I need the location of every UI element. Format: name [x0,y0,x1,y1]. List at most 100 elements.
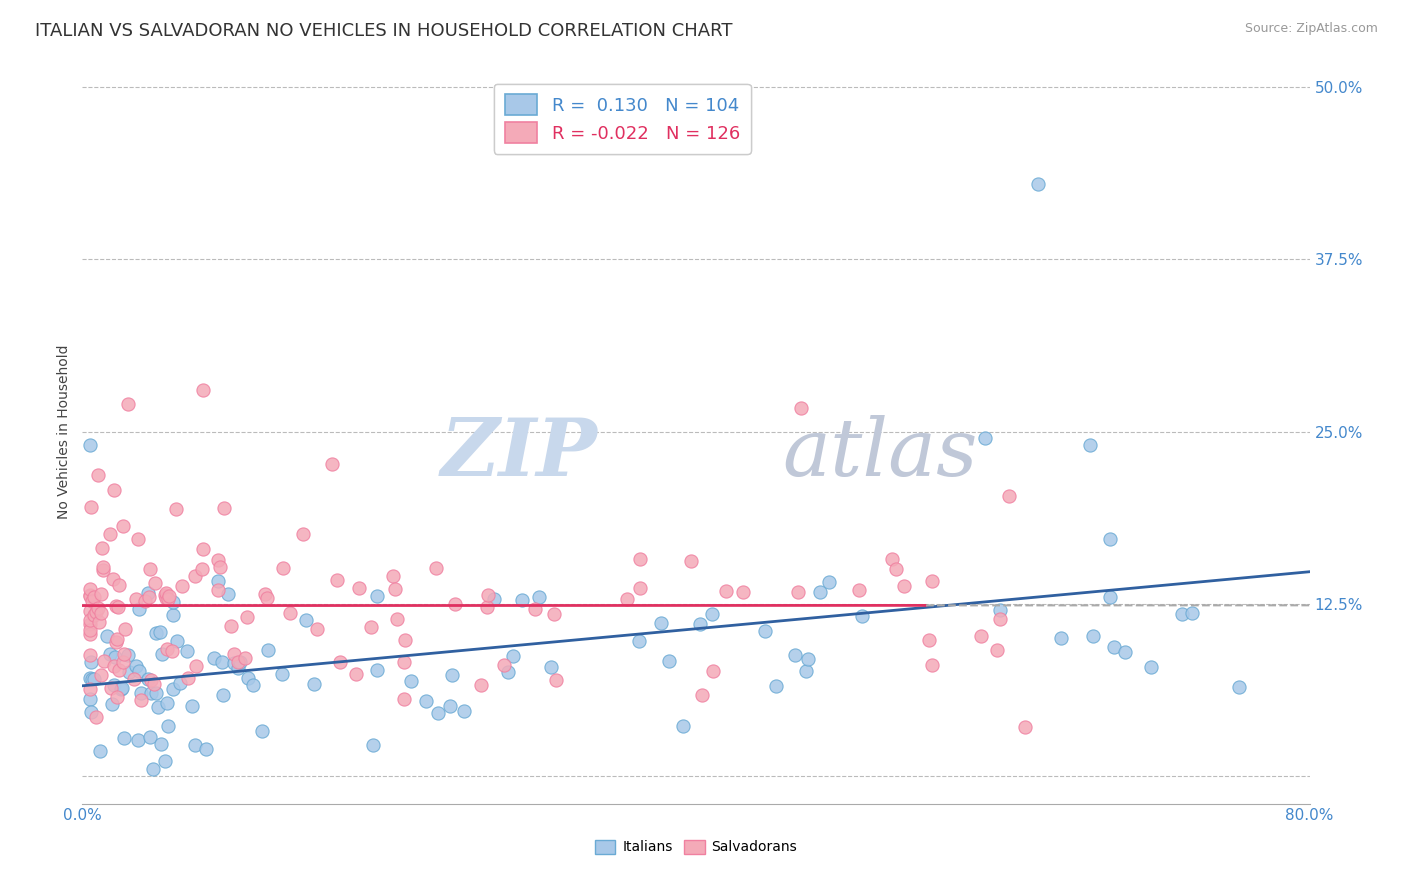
Point [165,502,187,516]
Point [628,551,651,566]
Point [211,655,233,669]
Point [292,526,315,541]
Point [162,608,184,623]
Point [90,668,112,682]
Point [90,606,112,620]
Point [112,519,135,533]
Point [80,672,103,686]
Point [415,694,437,708]
Point [150,647,173,661]
Point [149,624,172,639]
Point [349,581,371,595]
Point [136,672,159,686]
Point [136,586,159,600]
Point [87,468,110,483]
Point [142,762,165,776]
Point [124,673,146,687]
Point [79,681,101,696]
Point [851,609,873,624]
Point [794,664,817,678]
Point [921,574,943,588]
Point [153,589,176,603]
Point [444,597,467,611]
Point [129,686,152,700]
Point [125,591,148,606]
Text: Source: ZipAtlas.com: Source: ZipAtlas.com [1244,22,1378,36]
Point [325,573,347,587]
Point [366,589,388,603]
Point [145,626,167,640]
Point [79,616,101,631]
Point [79,587,101,601]
Point [79,671,101,685]
Point [1049,632,1071,646]
Point [172,579,194,593]
Point [79,623,101,637]
Point [1181,606,1204,620]
Point [79,648,101,662]
Legend: R =  0.130   N = 104, R = -0.022   N = 126: R = 0.130 N = 104, R = -0.022 N = 126 [494,84,751,154]
Point [129,693,152,707]
Point [271,561,294,575]
Point [1227,680,1250,694]
Point [689,617,711,632]
Point [986,643,1008,657]
Point [702,607,724,621]
Point [103,678,125,692]
Point [321,457,343,471]
Point [257,643,280,657]
Point [83,590,105,604]
Point [628,633,651,648]
Point [808,585,831,599]
Point [848,582,870,597]
Point [139,686,162,700]
Point [543,607,565,621]
Point [112,731,135,745]
Point [399,673,422,688]
Point [392,655,415,669]
Point [117,648,139,662]
Point [139,673,162,687]
Point [221,619,243,633]
Point [104,599,127,613]
Point [143,677,166,691]
Point [235,610,257,624]
Point [482,592,505,607]
Point [212,688,235,702]
Point [242,678,264,692]
Point [83,607,105,622]
Point [87,600,110,615]
Point [117,665,139,680]
Point [789,401,811,416]
Point [344,666,367,681]
Point [254,587,277,601]
Point [153,754,176,768]
Point [207,552,229,566]
Point [125,658,148,673]
Point [79,627,101,641]
Point [79,656,101,670]
Point [162,682,184,697]
Point [797,652,820,666]
Point [138,591,160,605]
Point [628,581,651,595]
Point [149,737,172,751]
Point [226,661,249,675]
Point [108,578,131,592]
Point [672,719,695,733]
Point [162,595,184,609]
Point [127,533,149,547]
Point [101,572,124,586]
Point [650,615,672,630]
Point [527,590,550,604]
Point [817,575,839,590]
Point [392,691,415,706]
Point [143,576,166,591]
Point [787,585,810,599]
Point [884,562,907,576]
Point [107,600,129,615]
Point [107,663,129,677]
Point [84,709,107,723]
Point [184,659,207,673]
Point [233,651,256,665]
